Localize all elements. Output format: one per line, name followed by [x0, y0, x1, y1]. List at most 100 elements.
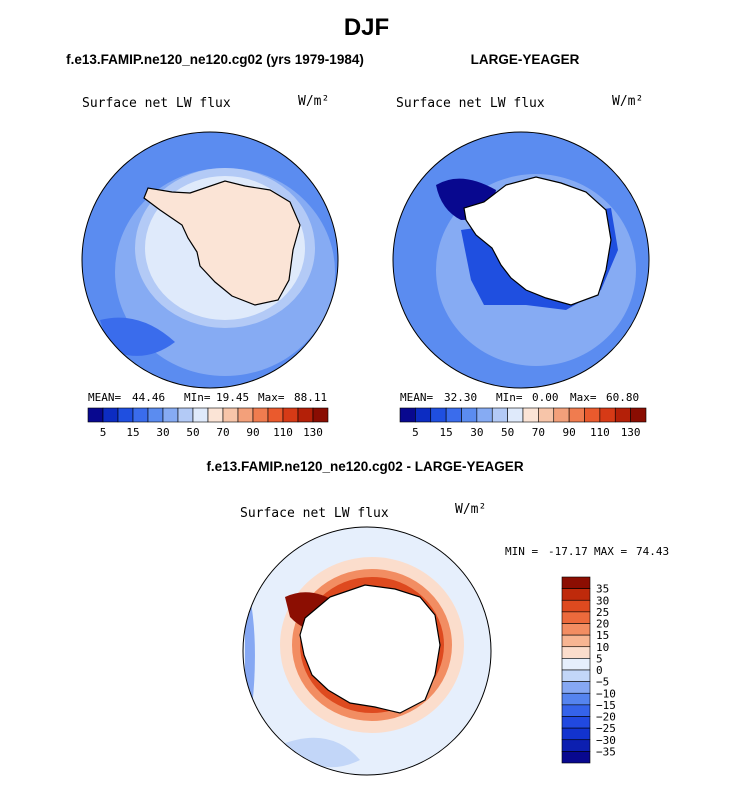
colorbar-swatch [102, 407, 119, 423]
colorbar-tick-label: 50 [501, 426, 514, 439]
colorbar-tick-label: 110 [273, 426, 293, 439]
colorbar-swatch [561, 634, 591, 648]
colorbar-tick-label: 30 [596, 594, 609, 607]
panel-3-units: W/m² [455, 502, 486, 517]
colorbar-swatch [491, 407, 508, 423]
colorbar-tick-label: 35 [596, 583, 609, 596]
panel-3-field-label: Surface net LW flux [240, 506, 389, 521]
panel-3-max-value: 74.43 [636, 545, 669, 558]
panel-1-antarctica [143, 180, 301, 306]
panel-2-chart: Surface net LW flux W/m² MEAN= 32.30 MIn… [392, 94, 650, 439]
colorbar-tick-label: 0 [596, 664, 603, 677]
colorbar-tick-label: −30 [596, 734, 616, 747]
colorbar-swatch [297, 407, 314, 423]
colorbar-swatch [162, 407, 179, 423]
colorbar-swatch [538, 407, 555, 423]
panel-1-max-value: 88.11 [294, 391, 327, 404]
panel-1-mean-label: MEAN= [88, 391, 121, 404]
panel-3-antarctica [299, 584, 441, 714]
panel-2-min-label: MIn= [496, 391, 523, 404]
colorbar-tick-label: 110 [590, 426, 610, 439]
panel-3-title: f.e13.FAMIP.ne120_ne120.cg02 - LARGE-YEA… [206, 459, 524, 474]
panel-1-title: f.e13.FAMIP.ne120_ne120.cg02 (yrs 1979-1… [66, 52, 364, 67]
panel-2-colorbar: 5 15 30 50 70 90 110 130 [399, 407, 647, 439]
colorbar-swatch [282, 407, 299, 423]
colorbar-swatch [630, 407, 647, 423]
page-title: DJF [343, 14, 390, 41]
colorbar-swatch [561, 588, 591, 601]
colorbar-tick-label: 5 [596, 652, 603, 665]
panel-2-field-label: Surface net LW flux [396, 96, 545, 111]
colorbar-swatch [561, 704, 591, 717]
panel-3-chart: Surface net LW flux W/m² MIN = -17.17 MA… [240, 502, 669, 776]
colorbar-tick-label: 15 [596, 629, 609, 642]
colorbar-tick-label: 15 [126, 426, 139, 439]
panel-1-field-label: Surface net LW flux [82, 96, 231, 111]
colorbar-swatch [132, 407, 149, 423]
colorbar-tick-label: −35 [596, 745, 616, 758]
colorbar-swatch [561, 658, 591, 671]
colorbar-swatch [177, 407, 194, 423]
panel-1-colorbar: 5 15 30 50 70 90 110 130 [87, 407, 329, 439]
colorbar-tick-label: −5 [596, 676, 609, 689]
colorbar-swatch [415, 407, 432, 423]
colorbar-tick-label: −25 [596, 722, 616, 735]
panel-3-min-label: MIN = [505, 545, 538, 558]
colorbar-tick-label: 50 [186, 426, 199, 439]
colorbar-swatch [561, 751, 591, 764]
panel-1-ocean-deep-patch [100, 317, 175, 356]
colorbar-swatch [399, 407, 416, 423]
colorbar-tick-label: 30 [470, 426, 483, 439]
colorbar-swatch [237, 407, 254, 423]
colorbar-swatch [561, 599, 591, 613]
colorbar-swatch [147, 407, 164, 423]
colorbar-swatch [614, 407, 631, 423]
colorbar-swatch [507, 407, 524, 423]
colorbar-swatch [267, 407, 284, 423]
panel-2-title: LARGE-YEAGER [470, 52, 580, 67]
colorbar-tick-label: 5 [412, 426, 419, 439]
colorbar-swatch [192, 407, 209, 423]
colorbar-tick-label: 25 [596, 606, 609, 619]
panel-2-max-label: Max= [570, 391, 597, 404]
colorbar-swatch [476, 407, 493, 423]
colorbar-tick-label: −15 [596, 699, 616, 712]
colorbar-swatch [207, 407, 224, 423]
colorbar-tick-label: −20 [596, 711, 616, 724]
panel-1-chart: Surface net LW flux W/m² MEAN= 44.46 MIn… [81, 94, 339, 439]
panel-2-mean-label: MEAN= [400, 391, 433, 404]
panel-3-south-blue [280, 737, 360, 768]
colorbar-swatch [584, 407, 601, 423]
colorbar-swatch [461, 407, 478, 423]
colorbar-tick-label: 30 [156, 426, 169, 439]
panel-2-max-value: 60.80 [606, 391, 639, 404]
colorbar-swatch [87, 407, 104, 423]
colorbar-swatch [599, 407, 616, 423]
colorbar-swatch [430, 407, 447, 423]
panel-1-max-label: Max= [258, 391, 285, 404]
colorbar-swatch [445, 407, 462, 423]
colorbar-swatch [252, 407, 269, 423]
colorbar-swatch [561, 576, 591, 589]
colorbar-swatch [553, 407, 570, 423]
panel-3-min-value: -17.17 [548, 545, 588, 558]
panel-1-mean-value: 44.46 [132, 391, 165, 404]
colorbar-swatch [312, 407, 329, 423]
colorbar-swatch [561, 669, 591, 682]
panel-2-mean-value: 32.30 [444, 391, 477, 404]
panel-2-min-value: 0.00 [532, 391, 559, 404]
panel-1-map-border [81, 131, 339, 389]
colorbar-tick-label: 15 [440, 426, 453, 439]
colorbar-swatch [561, 646, 591, 659]
panel-1-units: W/m² [298, 94, 329, 109]
colorbar-swatch [117, 407, 134, 423]
colorbar-swatch [561, 739, 591, 752]
panel-1-min-label: MIn= [184, 391, 211, 404]
colorbar-tick-label: −10 [596, 687, 616, 700]
colorbar-tick-label: 70 [216, 426, 229, 439]
panel-1-min-value: 19.45 [216, 391, 249, 404]
colorbar-tick-label: 130 [621, 426, 641, 439]
colorbar-tick-label: 20 [596, 618, 609, 631]
colorbar-swatch [522, 407, 539, 423]
colorbar-tick-label: 70 [532, 426, 545, 439]
